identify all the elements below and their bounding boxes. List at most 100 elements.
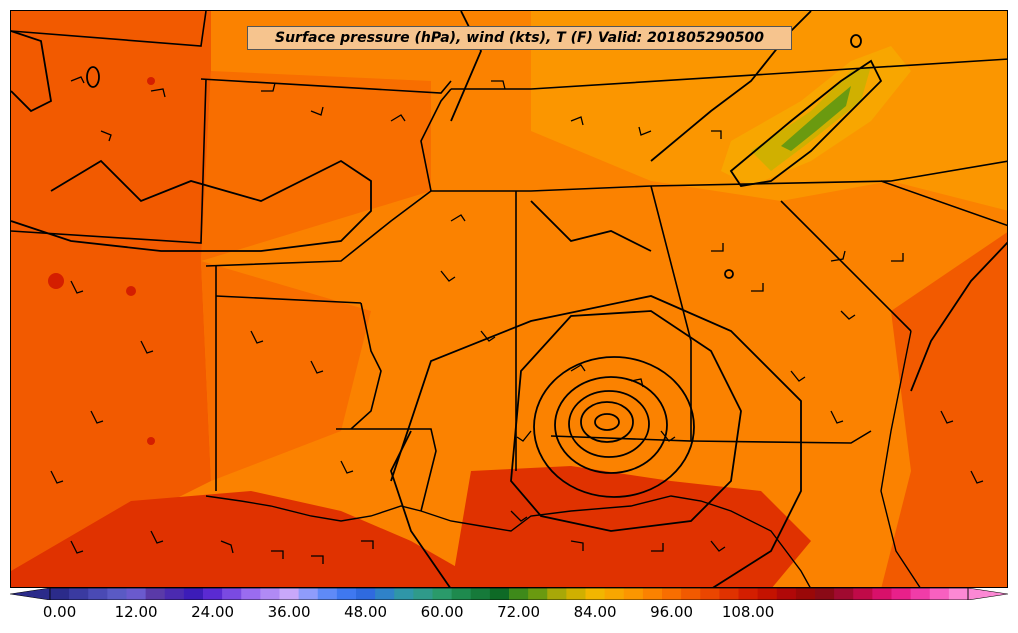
- wind-barb: [891, 253, 904, 262]
- border: [690, 430, 872, 444]
- gulf-warm-water-west: [11, 491, 481, 587]
- wind-barb: [480, 330, 496, 342]
- colorbar-segment: [203, 588, 223, 600]
- colorbar-tick-label: 84.00: [573, 603, 617, 621]
- state-borders: [11, 11, 1007, 512]
- colorbar-segment: [183, 588, 204, 600]
- colorbar-segment: [604, 588, 625, 600]
- colorbar-segment: [451, 588, 472, 600]
- map-title: Surface pressure (hPa), wind (kts), T (F…: [247, 26, 792, 50]
- wind-barb: [940, 410, 954, 424]
- colorbar-segment: [126, 588, 147, 600]
- wind-barb: [711, 130, 722, 139]
- isobar: [850, 34, 862, 48]
- colorbar-tick-label: 96.00: [650, 603, 694, 621]
- wind-barb: [340, 460, 354, 474]
- wind-barbs: [50, 76, 984, 564]
- temperature-warm-region-louisiana: [201, 261, 371, 481]
- border: [880, 180, 1007, 227]
- colorbar-segment: [662, 588, 682, 600]
- colorbar-segment: [509, 588, 529, 600]
- colorbar-segment: [891, 588, 912, 600]
- appalachian-coldest-band: [781, 86, 851, 151]
- colorbar-segment: [528, 588, 548, 600]
- hot-spot: [48, 273, 64, 289]
- colorbar-tick-label: 0.00: [42, 603, 77, 621]
- border: [451, 58, 1007, 90]
- isobar: [724, 269, 734, 279]
- colorbar-tick-label: 48.00: [344, 603, 388, 621]
- colorbar-tick-label: 72.00: [497, 603, 541, 621]
- colorbar-segment: [317, 588, 338, 600]
- colorbar-segment: [910, 588, 931, 600]
- wind-barb: [271, 550, 284, 559]
- gulf-coast: [205, 495, 811, 587]
- wind-barb: [150, 88, 166, 98]
- isobar: [533, 356, 695, 498]
- colorbar-segment: [375, 588, 395, 600]
- hot-spot: [147, 77, 155, 85]
- colorbar-segment: [88, 588, 108, 600]
- colorbar-segment: [107, 588, 127, 600]
- hot-spot: [126, 286, 136, 296]
- border: [205, 190, 432, 267]
- colorbar-tick-labels: 0.00 12.00 24.00 36.00 48.00 60.00 72.00 84.00 9…: [0, 600, 1018, 630]
- isobar: [11, 30, 52, 113]
- colorbar-segment: [642, 588, 663, 600]
- colorbar-segment: [50, 588, 70, 600]
- wind-barb: [710, 540, 726, 552]
- appalachian-cold-band: [751, 66, 871, 171]
- colorbar-segment: [566, 588, 586, 600]
- gulf-warm-water-east: [451, 466, 811, 587]
- isobar: [11, 159, 372, 252]
- wind-barb: [261, 82, 276, 92]
- colorbar-segment: [795, 588, 816, 600]
- wind-barb: [450, 214, 466, 222]
- isobars: [11, 11, 1007, 587]
- colorbar-segment: [222, 588, 242, 600]
- wind-barb: [790, 370, 806, 382]
- wind-barb: [150, 530, 164, 544]
- border: [215, 295, 362, 304]
- wind-barb: [310, 360, 324, 374]
- isobar: [568, 390, 650, 458]
- colorbar-segment: [260, 588, 280, 600]
- wind-barb: [516, 430, 532, 442]
- colorbar-segment: [547, 588, 567, 600]
- wind-barb: [570, 540, 584, 551]
- colorbar-tick-label: 12.00: [114, 603, 158, 621]
- isobar: [86, 66, 100, 88]
- colorbar-segment: [145, 588, 166, 600]
- wind-barb: [390, 114, 406, 122]
- wind-barb: [100, 130, 112, 142]
- wind-barb: [830, 410, 844, 424]
- isobar: [450, 11, 482, 122]
- wind-barb: [638, 126, 652, 136]
- wind-barb: [140, 340, 154, 354]
- wind-barb: [310, 106, 324, 116]
- colorbar-segment: [279, 588, 300, 600]
- border: [11, 11, 207, 47]
- border: [11, 78, 207, 244]
- wind-barb: [751, 283, 764, 292]
- colorbar-segment: [470, 588, 491, 600]
- wind-barb: [830, 250, 846, 262]
- isobar: [510, 310, 742, 532]
- isobar: [554, 376, 668, 474]
- atlantic-coast: [880, 330, 921, 587]
- wind-barb: [311, 555, 324, 564]
- isobar: [910, 241, 1007, 392]
- temperature-warm-region-north: [201, 71, 431, 261]
- atlantic-warm-water: [881, 232, 1007, 587]
- wind-barb: [361, 540, 374, 549]
- colorbar-segment: [585, 588, 606, 600]
- colorbar-segment: [69, 588, 89, 600]
- wind-barb: [70, 280, 84, 294]
- colorbar-segment: [700, 588, 720, 600]
- weather-map: Surface pressure (hPa), wind (kts), T (F…: [10, 10, 1008, 588]
- isobar: [729, 59, 883, 187]
- colorbar-segment: [719, 588, 739, 600]
- colorbar-segment: [929, 588, 950, 600]
- border: [350, 302, 382, 430]
- colorbar-segment: [394, 588, 414, 600]
